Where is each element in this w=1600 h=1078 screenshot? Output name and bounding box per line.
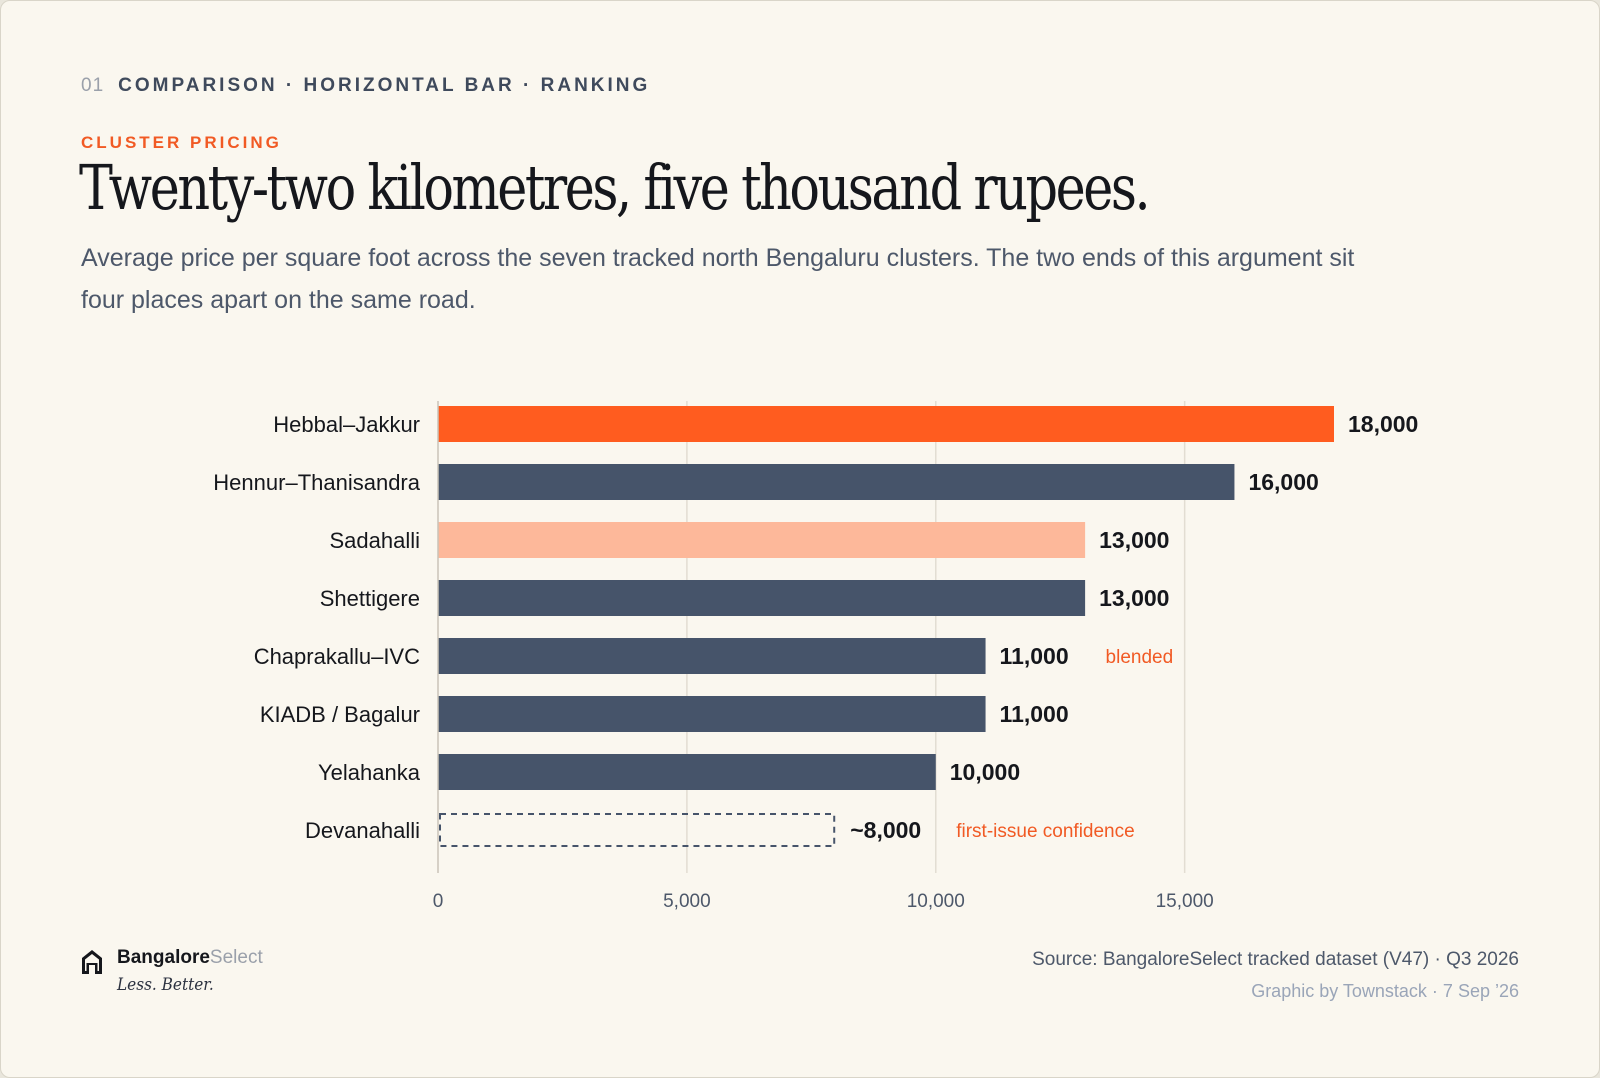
bar [438, 696, 986, 732]
value-label: 13,000 [1099, 527, 1169, 553]
category-label: Shettigere [320, 586, 420, 611]
category-label: Hennur–Thanisandra [213, 470, 420, 495]
bar [438, 522, 1086, 558]
value-label: 10,000 [950, 759, 1020, 785]
value-label: 18,000 [1348, 411, 1418, 437]
bar [438, 464, 1235, 500]
x-tick-label: 15,000 [1156, 891, 1214, 912]
page-subtitle: Average price per square foot across the… [81, 244, 1355, 314]
bar [438, 638, 986, 674]
bar [438, 754, 936, 790]
value-label: 13,000 [1099, 585, 1169, 611]
bar [438, 580, 1086, 616]
category-label: KIADB / Bagalur [260, 702, 420, 727]
eyebrow: CLUSTER PRICING [81, 133, 282, 152]
brand: BangaloreSelect Less. Better. [81, 947, 263, 995]
value-label: ~8,000 [850, 817, 921, 843]
source-note: Source: BangaloreSelect tracked dataset … [1032, 949, 1519, 970]
bar-chart: 0 5,000 10,000 15,000 Hebbal–Jakkur 18,000 Hen… [213, 401, 1418, 912]
brand-name-light: Select [209, 947, 263, 968]
category-label: Sadahalli [329, 528, 420, 553]
x-tick-label: 5,000 [663, 891, 711, 912]
value-label: 11,000 [1000, 643, 1069, 669]
page-title: Twenty-two kilometres, five thousand rup… [79, 151, 1151, 224]
credit-note: Graphic by Townstack · 7 Sep ’26 [1251, 981, 1519, 1001]
brand-tagline: Less. Better. [117, 975, 214, 995]
x-tick-label: 10,000 [907, 891, 965, 912]
brand-name-bold: Bangalore [117, 947, 210, 968]
kicker-text: COMPARISON · HORIZONTAL BAR · RANKING [118, 75, 651, 96]
category-label: Yelahanka [318, 760, 421, 785]
category-label: Chaprakallu–IVC [254, 644, 420, 669]
brand-name: BangaloreSelect [117, 947, 263, 969]
value-label: 16,000 [1248, 469, 1318, 495]
kicker: 01 COMPARISON · HORIZONTAL BAR · RANKING [81, 75, 650, 97]
bar-annotation: first-issue confidence [956, 821, 1134, 842]
section-number: 01 [81, 75, 105, 96]
category-label: Hebbal–Jakkur [273, 412, 420, 437]
house-icon [82, 950, 102, 974]
category-label: Devanahalli [305, 818, 420, 843]
x-tick-label: 0 [433, 891, 444, 912]
bar-annotation: blended [1106, 647, 1174, 668]
bar [438, 406, 1334, 442]
bar [439, 813, 836, 847]
value-label: 11,000 [1000, 701, 1069, 727]
